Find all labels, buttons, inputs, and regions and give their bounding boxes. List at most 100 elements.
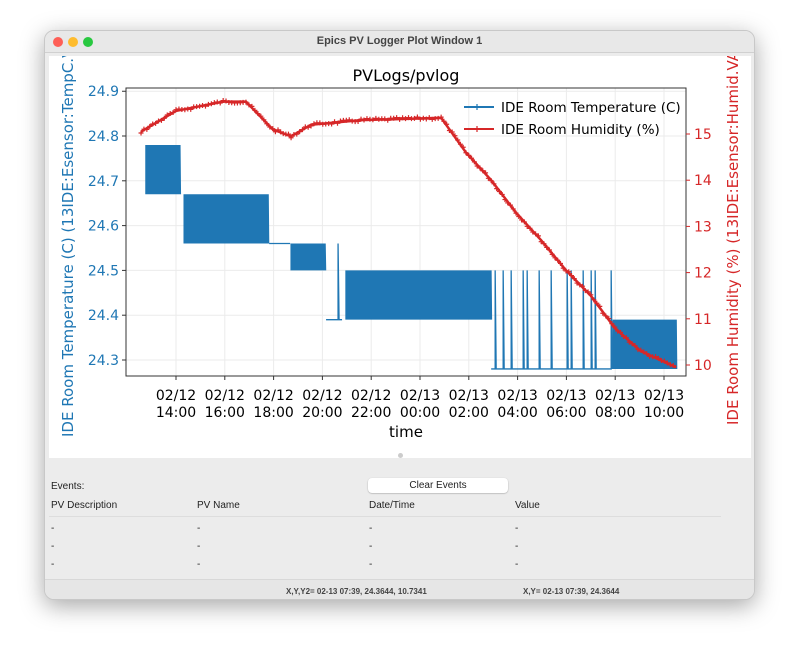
x-tick-label: 02/13 00:00 <box>400 388 440 421</box>
humidity-point <box>397 116 403 122</box>
humidity-point <box>591 297 597 303</box>
humidity-point <box>438 114 444 120</box>
humidity-point <box>305 124 311 130</box>
humidity-point <box>147 123 153 129</box>
humidity-point <box>474 163 480 169</box>
cursor-readout-xyy2: X,Y,Y2= 02-13 07:39, 24.3644, 10.7341 <box>286 587 427 596</box>
humidity-point <box>656 355 662 361</box>
minimize-button[interactable] <box>68 37 78 47</box>
humidity-point <box>382 116 388 122</box>
humidity-point <box>426 115 432 121</box>
humidity-point <box>488 178 494 184</box>
humidity-point <box>638 347 644 353</box>
humidity-point <box>546 247 552 253</box>
humidity-point <box>285 131 291 137</box>
humidity-point <box>582 288 588 294</box>
humidity-point <box>164 112 170 118</box>
humidity-point <box>480 168 486 174</box>
x-tick-label-line: 02/13 <box>497 388 537 404</box>
humidity-point <box>457 141 463 147</box>
humidity-point <box>161 115 167 121</box>
plot-window: Epics PV Logger Plot Window 1 02/12 14:00… <box>44 30 755 600</box>
humidity-point <box>594 300 600 306</box>
humidity-point <box>560 265 566 271</box>
x-tick-label-line: 02/12 <box>205 388 245 404</box>
humidity-point <box>420 115 426 121</box>
humidity-point <box>355 118 361 124</box>
humidity-point <box>297 129 303 135</box>
humidity-point <box>670 362 676 368</box>
humidity-point <box>358 116 364 122</box>
window-title: Epics PV Logger Plot Window 1 <box>316 35 483 47</box>
humidity-point <box>361 117 367 123</box>
y2-tick-label: 10 <box>694 358 712 374</box>
humidity-point <box>620 333 626 339</box>
legend-label: IDE Room Temperature (C) <box>501 100 681 116</box>
humidity-point <box>555 257 561 263</box>
humidity-point <box>491 181 497 187</box>
humidity-point <box>507 202 513 208</box>
humidity-point <box>211 100 217 106</box>
humidity-point <box>510 206 516 212</box>
y2-axis-label: IDE Room Humidity (%) (13IDE:Esensor:Hum… <box>724 56 742 425</box>
humidity-point <box>653 354 659 360</box>
x-tick-label-line: 00:00 <box>400 405 440 421</box>
humidity-point <box>635 347 641 353</box>
humidity-point <box>618 329 624 335</box>
humidity-point <box>153 120 159 126</box>
x-tick-label-line: 02/13 <box>644 388 684 404</box>
humidity-point <box>267 124 273 130</box>
humidity-point <box>496 189 502 195</box>
humidity-point <box>667 362 673 368</box>
humidity-series-line <box>140 100 677 369</box>
humidity-point <box>463 150 469 156</box>
humidity-point <box>173 107 179 113</box>
event-cell: - <box>515 559 519 570</box>
humidity-point <box>588 292 594 298</box>
humidity-point <box>580 283 586 289</box>
y-tick-label: 24.8 <box>88 129 119 145</box>
x-tick-label-line: 08:00 <box>595 405 635 421</box>
y2-tick-label: 12 <box>694 266 712 282</box>
y2-tick-label: 15 <box>694 127 712 143</box>
humidity-point <box>182 107 188 113</box>
humidity-point <box>597 303 603 309</box>
y2-tick-label: 13 <box>694 219 712 235</box>
event-cell: - <box>51 541 55 552</box>
x-tick-label-line: 06:00 <box>546 405 586 421</box>
legend-marker <box>474 126 480 132</box>
close-button[interactable] <box>53 37 63 47</box>
humidity-point <box>258 113 264 119</box>
humidity-point <box>414 114 420 120</box>
y-tick-label: 24.3 <box>88 353 119 369</box>
x-tick-label-line: 16:00 <box>205 405 245 421</box>
humidity-point <box>577 282 583 288</box>
humidity-point <box>406 115 412 121</box>
humidity-point <box>223 98 229 104</box>
humidity-point <box>385 117 391 123</box>
y-tick-label: 24.6 <box>88 219 119 235</box>
humidity-point <box>197 103 203 109</box>
humidity-point <box>373 115 379 121</box>
clear-events-button[interactable]: Clear Events <box>368 478 508 493</box>
humidity-point <box>394 115 400 121</box>
humidity-point <box>516 213 522 219</box>
plot-canvas[interactable]: 02/12 14:00 02/12 16:00 02/12 18:00 02/12 20:00… <box>49 56 751 458</box>
splitter-handle[interactable] <box>398 453 403 458</box>
humidity-point <box>452 133 458 139</box>
x-tick-label: 02/12 18:00 <box>253 388 293 421</box>
humidity-point <box>483 170 489 176</box>
humidity-point <box>332 119 338 125</box>
temperature-series-segment <box>145 144 182 195</box>
humidity-point <box>571 276 577 282</box>
chart-title: PVLogs/pvlog <box>353 66 460 85</box>
event-cell: - <box>51 559 55 570</box>
humidity-point <box>502 197 508 203</box>
humidity-point <box>661 358 667 364</box>
humidity-point <box>150 121 156 127</box>
zoom-button[interactable] <box>83 37 93 47</box>
y-tick-label: 24.5 <box>88 263 119 279</box>
humidity-point <box>609 321 615 327</box>
temperature-series-segment <box>290 243 327 271</box>
